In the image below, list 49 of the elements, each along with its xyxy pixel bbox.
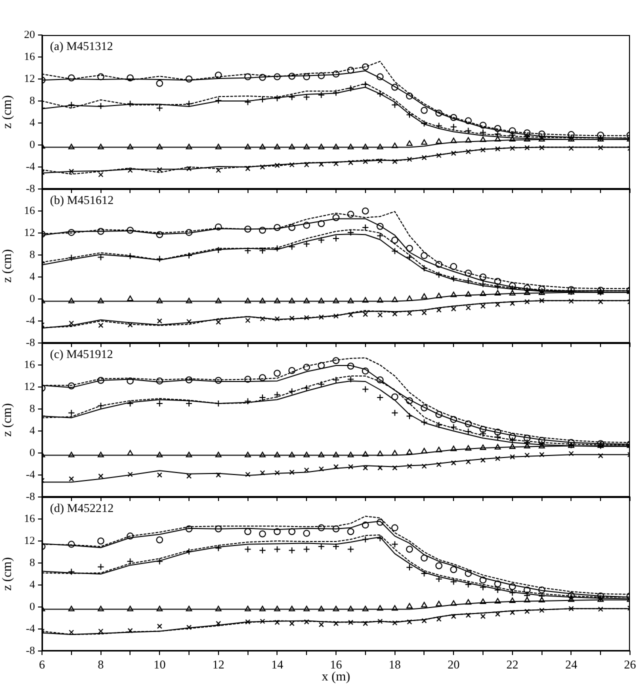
y-tick-label: 0 (30, 446, 36, 459)
x-tick-label: 8 (98, 657, 104, 672)
y-tick-label: 4 (30, 116, 36, 129)
y-tick-label: 4 (30, 270, 36, 283)
y-tick-label: 20 (24, 28, 36, 41)
y-tick-label: 4 (30, 578, 36, 591)
y-tick-label: 16 (24, 358, 36, 371)
y-tick-label: -4 (26, 468, 36, 481)
y-tick-label: 0 (30, 600, 36, 613)
x-tick-label: 6 (39, 657, 45, 672)
y-axis-title: z (cm) (0, 557, 14, 591)
y-tick-label: 16 (24, 204, 36, 217)
x-tick-label: 22 (506, 657, 518, 672)
y-tick-label: 16 (24, 512, 36, 525)
y-tick-label: -8 (26, 182, 36, 195)
y-tick-label: -8 (26, 490, 36, 503)
x-tick-label: 10 (154, 657, 166, 672)
x-axis-title: x (m) (322, 668, 350, 684)
chart-title: (d) M452212 (50, 501, 114, 516)
y-tick-label: 8 (30, 402, 36, 415)
y-tick-label: 12 (24, 534, 35, 547)
y-tick-label: -4 (26, 160, 36, 173)
x-tick-label: 14 (271, 657, 284, 672)
y-axis-title: z (cm) (0, 249, 14, 283)
y-tick-label: 8 (30, 94, 36, 107)
x-tick-label: 12 (212, 657, 224, 672)
y-axis-title: z (cm) (0, 95, 14, 129)
chart-title: (b) M451612 (50, 193, 114, 208)
y-tick-label: -4 (26, 314, 36, 327)
x-tick-label: 24 (565, 657, 578, 672)
y-tick-label: 8 (30, 556, 36, 569)
y-tick-label: -8 (26, 644, 36, 657)
chart-title: (a) M451312 (50, 39, 113, 54)
y-tick-label: 0 (30, 292, 36, 305)
y-tick-label: 0 (30, 138, 36, 151)
y-tick-label: 12 (24, 72, 35, 85)
x-tick-label: 20 (448, 657, 460, 672)
y-axis-title: z (cm) (0, 403, 14, 437)
y-tick-label: 8 (30, 248, 36, 261)
y-tick-label: 4 (30, 424, 36, 437)
x-tick-label: 18 (388, 657, 401, 672)
y-tick-label: -8 (26, 336, 36, 349)
chart-title: (c) M451912 (50, 347, 113, 362)
x-tick-label: 26 (624, 657, 636, 672)
y-tick-label: 12 (24, 226, 35, 239)
y-tick-label: -4 (26, 622, 36, 635)
y-tick-label: 12 (24, 380, 35, 393)
y-tick-label: 16 (24, 50, 36, 63)
x-tick-label: 16 (330, 657, 342, 672)
